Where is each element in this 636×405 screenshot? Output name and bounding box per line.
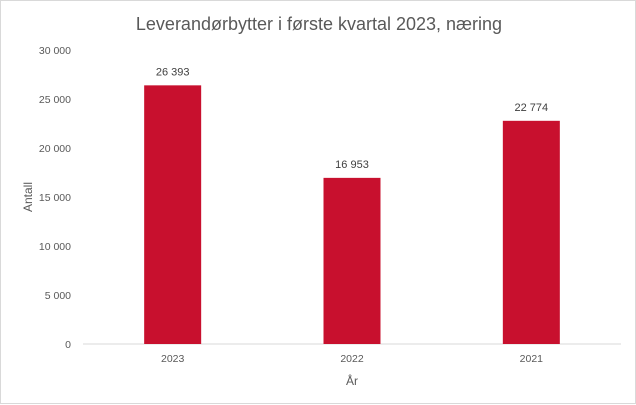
x-tick-label: 2021 bbox=[520, 353, 544, 365]
x-axis-ticks: 2023 2022 2021 bbox=[161, 353, 543, 365]
y-tick-label: 25 000 bbox=[39, 94, 71, 106]
y-axis-label: Antall bbox=[21, 182, 35, 212]
x-tick-label: 2022 bbox=[340, 353, 364, 365]
y-axis-ticks: 0 5 000 10 000 15 000 20 000 25 000 30 000 bbox=[39, 45, 71, 351]
bar-2021 bbox=[502, 120, 560, 345]
data-label-2023: 26 393 bbox=[156, 66, 190, 78]
bars: 26 393 16 953 22 774 bbox=[144, 66, 560, 345]
x-axis-label: År bbox=[346, 373, 358, 388]
x-tick-label: 2023 bbox=[161, 353, 185, 365]
y-tick-label: 15 000 bbox=[39, 192, 71, 204]
y-tick-label: 30 000 bbox=[39, 45, 71, 57]
y-tick-label: 5 000 bbox=[45, 290, 71, 302]
bar-2023 bbox=[144, 85, 202, 344]
y-tick-label: 0 bbox=[65, 339, 71, 351]
y-tick-label: 20 000 bbox=[39, 143, 71, 155]
chart-title: Leverandørbytter i første kvartal 2023, … bbox=[136, 14, 502, 34]
y-tick-label: 10 000 bbox=[39, 241, 71, 253]
bar-2022 bbox=[323, 177, 381, 344]
data-label-2021: 22 774 bbox=[515, 102, 549, 114]
data-label-2022: 16 953 bbox=[335, 159, 369, 171]
